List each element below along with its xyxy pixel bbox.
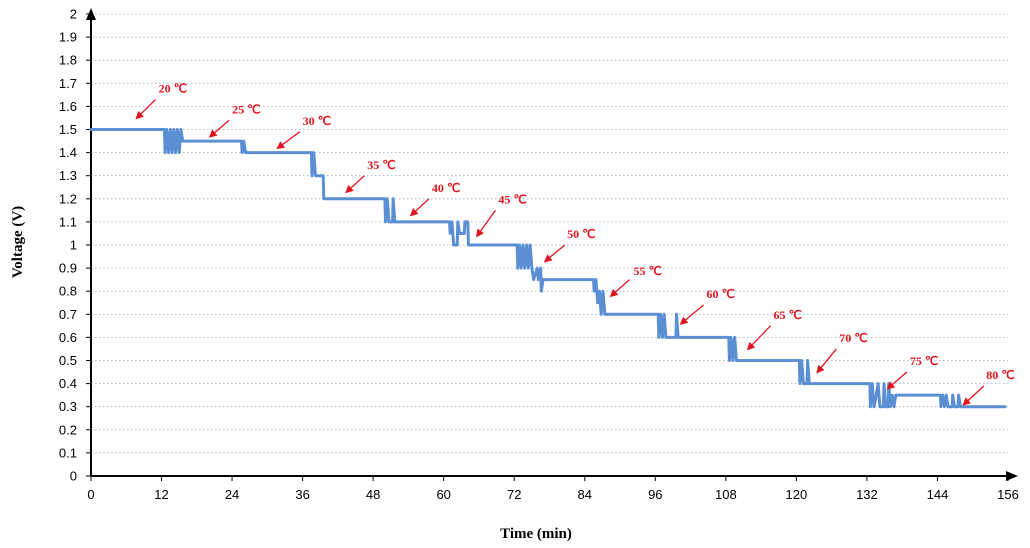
annotation-label: 50 ℃: [567, 227, 595, 241]
y-tick-label: 0: [70, 469, 77, 484]
y-tick-label: 0.1: [59, 445, 77, 460]
annotation-arrow-icon: [135, 99, 157, 120]
temperature-annotations: 20 ℃ 25 ℃ 30 ℃ 35 ℃ 40 ℃ 45 ℃ 50 ℃ 55 ℃ 60 ℃ 65 ℃…: [135, 82, 1015, 406]
y-tick-label: 0.2: [59, 422, 77, 437]
annotation-label: 30 ℃: [303, 114, 331, 128]
y-tick-label: 0.6: [59, 330, 77, 345]
annotation-label: 45 ℃: [498, 192, 526, 206]
x-tick-label: 120: [786, 487, 808, 502]
y-tick-label: 1.4: [59, 145, 77, 160]
annotation-label: 35 ℃: [367, 158, 395, 172]
x-tick-label: 24: [225, 487, 239, 502]
y-tick-label: 1.1: [59, 214, 77, 229]
annotation-label: 55 ℃: [634, 264, 662, 278]
annotation-arrow-icon: [409, 198, 430, 217]
x-tick-label: 84: [578, 487, 592, 502]
annotation-label: 65 ℃: [773, 308, 801, 322]
y-tick-label: 1.9: [59, 30, 77, 45]
annotation-arrow-icon: [543, 244, 566, 263]
annotation-arrow-icon: [886, 371, 908, 390]
x-axis-arrow-icon: [1006, 471, 1018, 481]
x-axis-tick-labels: 0 12 24 36 48 60 72 84 96 108 120 132 144 156: [87, 476, 1019, 502]
x-tick-label: 144: [927, 487, 949, 502]
x-tick-label: 48: [366, 487, 380, 502]
y-tick-label: 0.3: [59, 399, 77, 414]
annotation-label: 60 ℃: [706, 287, 734, 301]
annotation-arrow-icon: [476, 209, 496, 238]
annotation-arrow-icon: [746, 325, 771, 351]
series-group: [89, 128, 1007, 409]
annotation-label: 80 ℃: [986, 368, 1014, 382]
y-tick-label: 0.4: [59, 376, 77, 391]
y-tick-label: 1.3: [59, 168, 77, 183]
y-tick-label: 2: [70, 7, 77, 22]
y-tick-label: 1.8: [59, 53, 77, 68]
annotation-arrow-icon: [962, 385, 985, 406]
annotation-arrow-icon: [609, 279, 630, 298]
y-tick-label: 1.6: [59, 99, 77, 114]
x-tick-label: 0: [87, 487, 94, 502]
x-tick-label: 12: [154, 487, 168, 502]
annotation-label: 40 ℃: [432, 181, 460, 195]
annotation-arrow-icon: [816, 348, 837, 374]
annotation-arrow-icon: [208, 119, 230, 138]
annotation-label: 70 ℃: [839, 331, 867, 345]
voltage-series-line: [89, 128, 1007, 409]
x-tick-label: 108: [715, 487, 737, 502]
annotation-arrow-icon: [345, 175, 365, 194]
y-tick-label: 0.8: [59, 284, 77, 299]
annotation-label: 25 ℃: [232, 102, 260, 116]
y-axis-title: Voltage (V): [10, 206, 26, 278]
x-tick-label: 72: [507, 487, 521, 502]
x-tick-label: 132: [856, 487, 878, 502]
grid-lines: [91, 13, 1008, 454]
annotation-label: 75 ℃: [910, 354, 938, 368]
annotation-arrow-icon: [276, 131, 301, 150]
annotation-arrow-icon: [679, 304, 704, 325]
y-tick-label: 1.7: [59, 76, 77, 91]
y-tick-label: 0.9: [59, 261, 77, 276]
y-tick-label: 0.7: [59, 307, 77, 322]
x-tick-label: 60: [436, 487, 450, 502]
y-tick-label: 1: [70, 238, 77, 253]
annotation-label: 20 ℃: [159, 82, 187, 96]
y-tick-label: 1.5: [59, 122, 77, 137]
x-tick-label: 156: [997, 487, 1019, 502]
x-tick-label: 36: [295, 487, 309, 502]
y-tick-label: 1.2: [59, 191, 77, 206]
axes: [86, 8, 1018, 481]
y-axis-tick-labels: 0 0.1 0.2 0.3 0.4 0.5 0.6 0.7 0.8 0.9 1 1.1 1.2 1.3 1.…: [59, 7, 91, 484]
x-tick-label: 96: [648, 487, 662, 502]
x-axis-title: Time (min): [500, 526, 572, 542]
y-tick-label: 0.5: [59, 353, 77, 368]
